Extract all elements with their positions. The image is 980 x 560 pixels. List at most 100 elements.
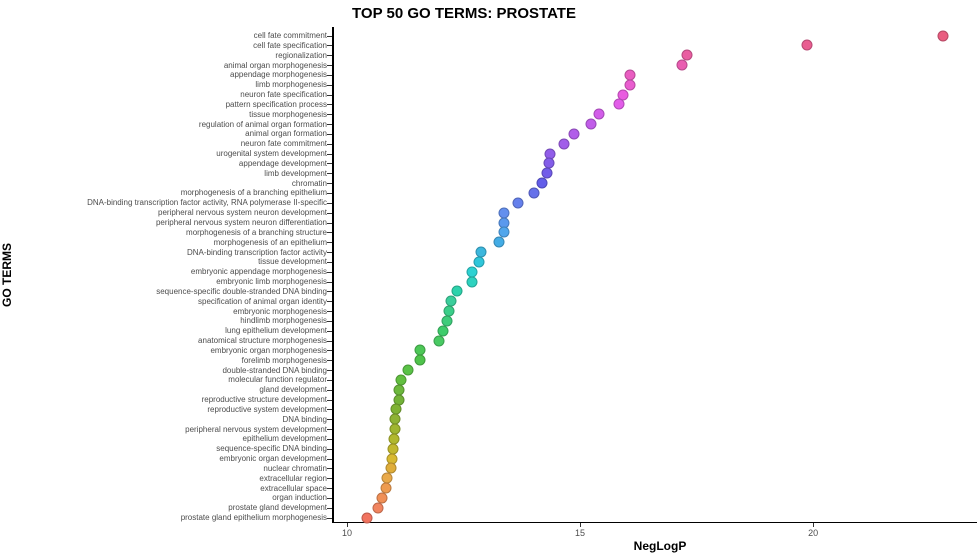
data-point: [473, 256, 485, 268]
x-tick-mark: [346, 523, 348, 527]
y-tick-label: anatomical structure morphogenesis: [198, 336, 327, 346]
x-axis-title: NegLogP: [633, 539, 687, 553]
y-tick-mark: [327, 497, 332, 499]
y-tick-label: regionalization: [275, 50, 327, 60]
y-tick-label: molecular function regulator: [228, 375, 327, 385]
y-tick-mark: [327, 271, 332, 273]
y-tick-mark: [327, 133, 332, 135]
data-point: [414, 354, 426, 366]
y-tick-label: prostate gland development: [228, 503, 327, 513]
y-tick-mark: [327, 438, 332, 440]
y-tick-mark: [327, 65, 332, 67]
y-axis-line: [332, 27, 334, 523]
y-tick-mark: [327, 448, 332, 450]
data-point: [361, 512, 373, 524]
y-tick-mark: [327, 222, 332, 224]
y-tick-label: peripheral nervous system neuron develop…: [158, 208, 327, 218]
y-tick-mark: [327, 370, 332, 372]
data-point: [536, 177, 548, 189]
x-tick-label: 20: [808, 528, 819, 538]
data-point: [402, 364, 414, 376]
y-tick-label: double-stranded DNA binding: [222, 365, 327, 375]
y-tick-label: peripheral nervous system neuron differe…: [155, 218, 327, 227]
y-tick-label: hindlimb morphogenesis: [240, 316, 327, 326]
y-tick-label: morphogenesis of a branching structure: [186, 227, 327, 237]
y-tick-mark: [327, 252, 332, 253]
y-tick-mark: [327, 350, 332, 352]
x-tick-label: 15: [575, 528, 586, 538]
y-tick-label: embryonic limb morphogenesis: [216, 277, 327, 287]
data-point: [433, 335, 445, 347]
y-tick-label: specification of animal organ identity: [198, 296, 327, 306]
y-tick-mark: [327, 232, 332, 234]
x-tick-mark: [813, 523, 815, 527]
y-tick-mark: [327, 153, 332, 155]
data-point: [676, 59, 688, 71]
y-tick-mark: [327, 419, 332, 421]
y-tick-mark: [327, 183, 332, 185]
y-tick-label: epithelium development: [242, 434, 328, 444]
y-tick-label: pattern specification process: [225, 99, 327, 109]
y-tick-mark: [327, 143, 332, 145]
y-tick-label: sequence-specific DNA binding: [216, 444, 327, 454]
y-tick-mark: [327, 320, 332, 322]
y-tick-label: extracellular region: [259, 473, 327, 483]
y-tick-label: embryonic morphogenesis: [233, 306, 327, 316]
data-point: [801, 39, 813, 51]
y-tick-mark: [327, 192, 332, 194]
y-tick-mark: [327, 104, 332, 106]
y-tick-mark: [327, 55, 332, 57]
y-tick-label: embryonic appendage morphogenesis: [190, 267, 327, 277]
y-tick-label: morphogenesis of a branching epithelium: [180, 188, 327, 198]
y-tick-label: nuclear chromatin: [263, 463, 327, 473]
y-tick-label: organ induction: [272, 493, 327, 503]
y-tick-mark: [327, 458, 332, 460]
y-tick-mark: [327, 212, 332, 214]
y-tick-mark: [327, 409, 332, 411]
y-tick-label: DNA-binding transcription factor activit…: [87, 198, 327, 208]
data-point: [613, 98, 625, 110]
y-tick-label: DNA binding: [282, 414, 327, 424]
y-tick-label: cell fate specification: [253, 40, 327, 50]
data-point: [512, 197, 524, 209]
y-tick-mark: [327, 488, 332, 490]
x-axis-line: [332, 521, 977, 524]
chart-title: TOP 50 GO TERMS: PROSTATE: [352, 5, 576, 22]
y-tick-label: tissue development: [258, 257, 327, 267]
y-tick-label: animal organ formation: [245, 129, 327, 139]
data-point: [466, 276, 478, 288]
data-point: [624, 79, 636, 91]
y-tick-mark: [327, 379, 332, 381]
y-tick-mark: [327, 507, 332, 509]
data-point: [558, 138, 570, 150]
data-point: [617, 89, 629, 101]
y-tick-mark: [327, 45, 332, 47]
data-point: [681, 49, 693, 61]
y-tick-label: tissue morphogenesis: [249, 109, 327, 119]
y-tick-mark: [327, 124, 332, 126]
y-tick-label: forelimb morphogenesis: [241, 355, 327, 365]
data-point: [498, 226, 510, 238]
y-tick-label: prostate gland epithelium morphogenesis: [180, 513, 327, 523]
y-tick-label: urogenital system development: [216, 149, 327, 159]
y-tick-label: chromatin: [291, 178, 327, 188]
x-tick-mark: [580, 523, 582, 527]
y-tick-mark: [327, 74, 332, 76]
y-tick-label: neuron fate specification: [240, 90, 327, 100]
y-tick-mark: [327, 429, 332, 431]
y-tick-mark: [327, 84, 332, 86]
data-point: [493, 236, 505, 248]
y-tick-mark: [327, 173, 332, 175]
data-point: [593, 108, 605, 120]
y-tick-mark: [327, 468, 332, 470]
y-tick-mark: [327, 478, 332, 480]
y-tick-mark: [327, 399, 332, 401]
y-tick-label: embryonic organ development: [219, 454, 327, 464]
y-tick-mark: [327, 360, 332, 362]
y-tick-mark: [327, 114, 332, 116]
y-tick-mark: [327, 301, 332, 303]
y-tick-label: reproductive structure development: [201, 395, 327, 405]
y-tick-label: cell fate commitment: [253, 31, 327, 41]
y-tick-mark: [327, 291, 332, 293]
